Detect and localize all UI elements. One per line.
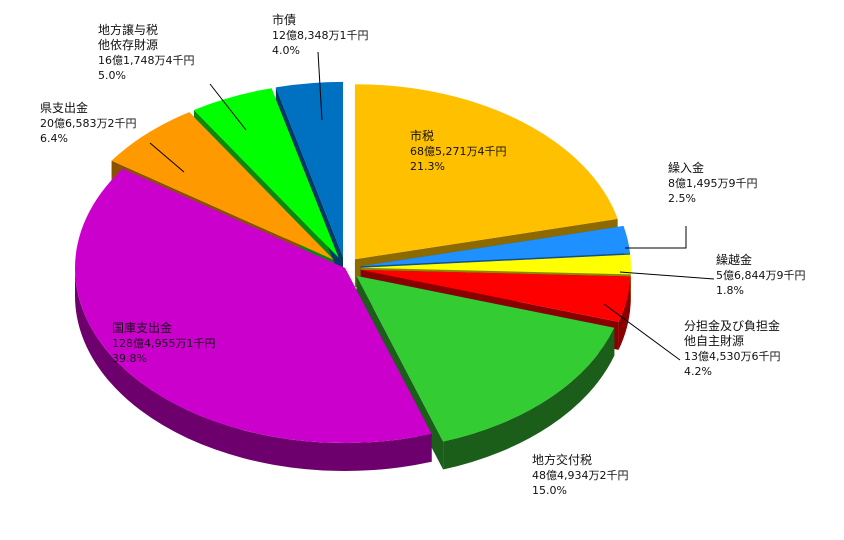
slice-label-3: 分担金及び負担金他自主財源 13億4,530万6千円 4.2% — [684, 318, 781, 378]
slice-label-percent-7: 5.0% — [98, 69, 126, 82]
leader-line-7 — [209, 83, 247, 131]
slice-label-name-8-0: 市債 — [272, 12, 296, 27]
slice-label-7: 地方譲与税他依存財源 16億1,748万4千円 5.0% — [98, 22, 195, 82]
slice-label-percent-0: 21.3% — [410, 160, 445, 173]
slice-label-amount-4: 48億4,934万2千円 — [532, 469, 629, 482]
slice-label-amount-0: 68億5,271万4千円 — [410, 145, 507, 158]
slice-label-percent-5: 39.8% — [112, 352, 147, 365]
slice-2 — [360, 254, 631, 275]
slice-0 — [354, 84, 618, 260]
leader-line-2 — [619, 271, 715, 280]
slice-label-2: 繰越金 5億6,844万9千円 1.8% — [716, 252, 806, 297]
slice-label-1: 繰入金 8億1,495万9千円 2.5% — [668, 160, 758, 205]
leader-line-6 — [149, 142, 185, 173]
slice-label-name-2-0: 繰越金 — [716, 252, 752, 267]
leader-line-3 — [603, 303, 681, 361]
slice-label-percent-4: 15.0% — [532, 484, 567, 497]
leader-lines — [149, 51, 715, 361]
slice-label-amount-3: 13億4,530万6千円 — [684, 350, 781, 363]
slice-label-4: 地方交付税 48億4,934万2千円 15.0% — [532, 452, 629, 497]
slice-label-name-7-1: 他依存財源 — [98, 37, 158, 52]
slice-label-amount-5: 128億4,955万1千円 — [112, 337, 216, 350]
slice-label-name-0-0: 市税 — [410, 128, 434, 143]
slice-1 — [360, 225, 631, 267]
slice-label-amount-8: 12億8,348万1千円 — [272, 29, 369, 42]
slice-8 — [275, 81, 343, 257]
slice-label-0: 市税 68億5,271万4千円 21.3% — [410, 128, 507, 173]
slice-label-name-7-0: 地方譲与税 — [98, 22, 158, 37]
slice-label-amount-1: 8億1,495万9千円 — [668, 177, 758, 190]
slice-4 — [356, 275, 615, 442]
slice-label-percent-6: 6.4% — [40, 132, 68, 145]
slice-side-5 — [75, 268, 432, 471]
pie-slices — [75, 81, 631, 443]
slice-label-5: 国庫支出金 128億4,955万1千円 39.8% — [112, 320, 216, 365]
slice-3 — [360, 269, 631, 322]
leader-line-1 — [625, 226, 687, 249]
slice-6 — [111, 112, 334, 260]
slice-label-percent-1: 2.5% — [668, 192, 696, 205]
slice-label-name-3-1: 他自主財源 — [684, 333, 744, 348]
slice-label-name-6-0: 県支出金 — [40, 100, 88, 115]
slice-label-amount-6: 20億6,583万2千円 — [40, 117, 137, 130]
slice-label-6: 県支出金 20億6,583万2千円 6.4% — [40, 100, 137, 145]
slice-label-name-1-0: 繰入金 — [668, 160, 704, 175]
slice-5 — [75, 168, 432, 443]
leader-line-8 — [317, 51, 323, 121]
slice-label-percent-8: 4.0% — [272, 44, 300, 57]
slice-label-8: 市債 12億8,348万1千円 4.0% — [272, 12, 369, 57]
slice-label-name-3-0: 分担金及び負担金 — [684, 318, 780, 333]
slice-label-percent-2: 1.8% — [716, 284, 744, 297]
slice-side-4 — [443, 327, 615, 470]
slice-label-name-4-0: 地方交付税 — [532, 452, 592, 467]
slice-label-name-5-0: 国庫支出金 — [112, 320, 172, 335]
slice-label-percent-3: 4.2% — [684, 365, 712, 378]
slice-labels: 市税 68億5,271万4千円 21.3% 繰入金 8億1,495万9千円 2.5% 繰越金… — [40, 12, 806, 497]
slice-label-amount-2: 5億6,844万9千円 — [716, 269, 806, 282]
slice-label-amount-7: 16億1,748万4千円 — [98, 54, 195, 67]
slice-7 — [193, 88, 339, 258]
slice-side-3 — [618, 276, 631, 350]
